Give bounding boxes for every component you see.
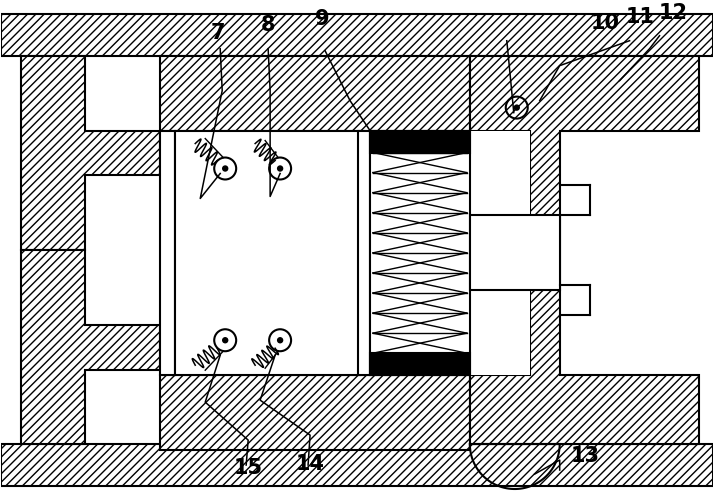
Bar [470, 131, 530, 375]
Polygon shape [470, 56, 700, 444]
Text: 8: 8 [261, 15, 276, 35]
Bar [358, 131, 370, 375]
Bar [161, 56, 470, 131]
Circle shape [514, 105, 519, 110]
Bar [161, 375, 470, 450]
Bar [175, 131, 360, 375]
Circle shape [223, 338, 228, 343]
Text: 10: 10 [591, 13, 620, 33]
Bar [370, 131, 470, 375]
Circle shape [223, 166, 228, 171]
Bar [470, 216, 560, 290]
Text: 13: 13 [571, 446, 600, 466]
Bar [161, 131, 175, 375]
Bar [370, 353, 470, 375]
Text: 15: 15 [233, 458, 263, 478]
Circle shape [278, 338, 283, 343]
Text: 14: 14 [296, 454, 325, 474]
Bar [1, 444, 713, 486]
Polygon shape [21, 56, 161, 250]
Text: 12: 12 [659, 2, 688, 23]
Text: 11: 11 [626, 6, 655, 27]
Circle shape [278, 166, 283, 171]
Bar [370, 131, 470, 153]
Polygon shape [21, 250, 161, 444]
Text: 7: 7 [211, 23, 226, 43]
Text: 9: 9 [315, 9, 329, 29]
Bar [1, 14, 713, 56]
